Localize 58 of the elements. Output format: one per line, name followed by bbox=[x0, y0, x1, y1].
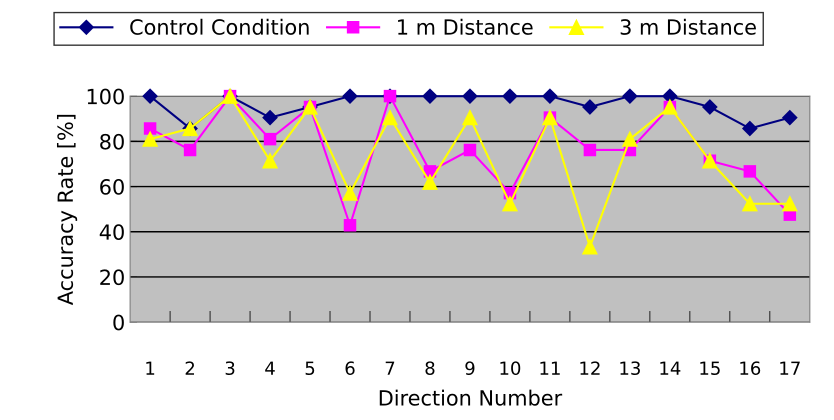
point bbox=[742, 120, 758, 136]
x-tick-label: 5 bbox=[306, 362, 314, 376]
point bbox=[142, 131, 158, 147]
point bbox=[422, 88, 438, 104]
point bbox=[584, 144, 596, 156]
x-tick-label: 16 bbox=[740, 361, 760, 376]
x-tick-label: 13 bbox=[620, 361, 640, 376]
x-tick-label: 9 bbox=[465, 361, 474, 376]
legend-label: 1 m Distance bbox=[398, 18, 533, 35]
point bbox=[462, 110, 478, 126]
y-tick-label: 80 bbox=[100, 134, 124, 150]
legend-label: Control Condition bbox=[130, 18, 309, 35]
point bbox=[782, 196, 798, 212]
point bbox=[422, 174, 438, 190]
point bbox=[342, 185, 358, 201]
point bbox=[382, 110, 398, 126]
point bbox=[262, 110, 278, 126]
point bbox=[742, 196, 758, 212]
point bbox=[264, 132, 276, 146]
point bbox=[342, 88, 358, 104]
x-tick-label: 6 bbox=[346, 361, 355, 376]
point bbox=[344, 218, 356, 232]
point bbox=[262, 153, 278, 168]
point bbox=[142, 88, 158, 104]
point bbox=[144, 122, 156, 135]
y-tick-label: 100 bbox=[88, 88, 124, 104]
point bbox=[622, 88, 638, 104]
x-tick-label: 14 bbox=[660, 362, 680, 375]
point bbox=[702, 99, 718, 115]
point bbox=[582, 99, 598, 115]
x-tick-label: 1 bbox=[146, 362, 154, 375]
point bbox=[744, 165, 756, 178]
point bbox=[464, 144, 476, 156]
point bbox=[622, 131, 638, 147]
x-tick-label: 7 bbox=[386, 362, 394, 375]
point bbox=[502, 196, 518, 212]
x-tick-label: 10 bbox=[500, 361, 520, 376]
x-tick-label: 15 bbox=[700, 362, 720, 376]
y-tick-label: 40 bbox=[100, 224, 124, 240]
point bbox=[502, 88, 518, 104]
y-tick-label: 0 bbox=[113, 314, 124, 330]
y-tick-label: 60 bbox=[100, 179, 124, 195]
x-tick-label: 12 bbox=[580, 361, 600, 375]
x-axis-title: Direction Number bbox=[380, 390, 562, 406]
y-axis-title: Accuracy Rate [%] bbox=[56, 114, 78, 306]
y-tick-label: 20 bbox=[100, 269, 124, 286]
x-tick-label: 2 bbox=[186, 361, 194, 375]
legend-label: 3 m Distance bbox=[620, 18, 756, 35]
x-tick-label: 4 bbox=[265, 362, 275, 375]
x-tick-label: 3 bbox=[226, 361, 234, 376]
x-tick-label: 8 bbox=[425, 361, 434, 376]
point bbox=[542, 88, 558, 104]
point bbox=[582, 239, 598, 255]
x-tick-label: 11 bbox=[540, 362, 560, 375]
point bbox=[782, 110, 798, 126]
point bbox=[462, 88, 478, 104]
x-tick-label: 17 bbox=[780, 362, 800, 375]
point bbox=[184, 144, 196, 156]
